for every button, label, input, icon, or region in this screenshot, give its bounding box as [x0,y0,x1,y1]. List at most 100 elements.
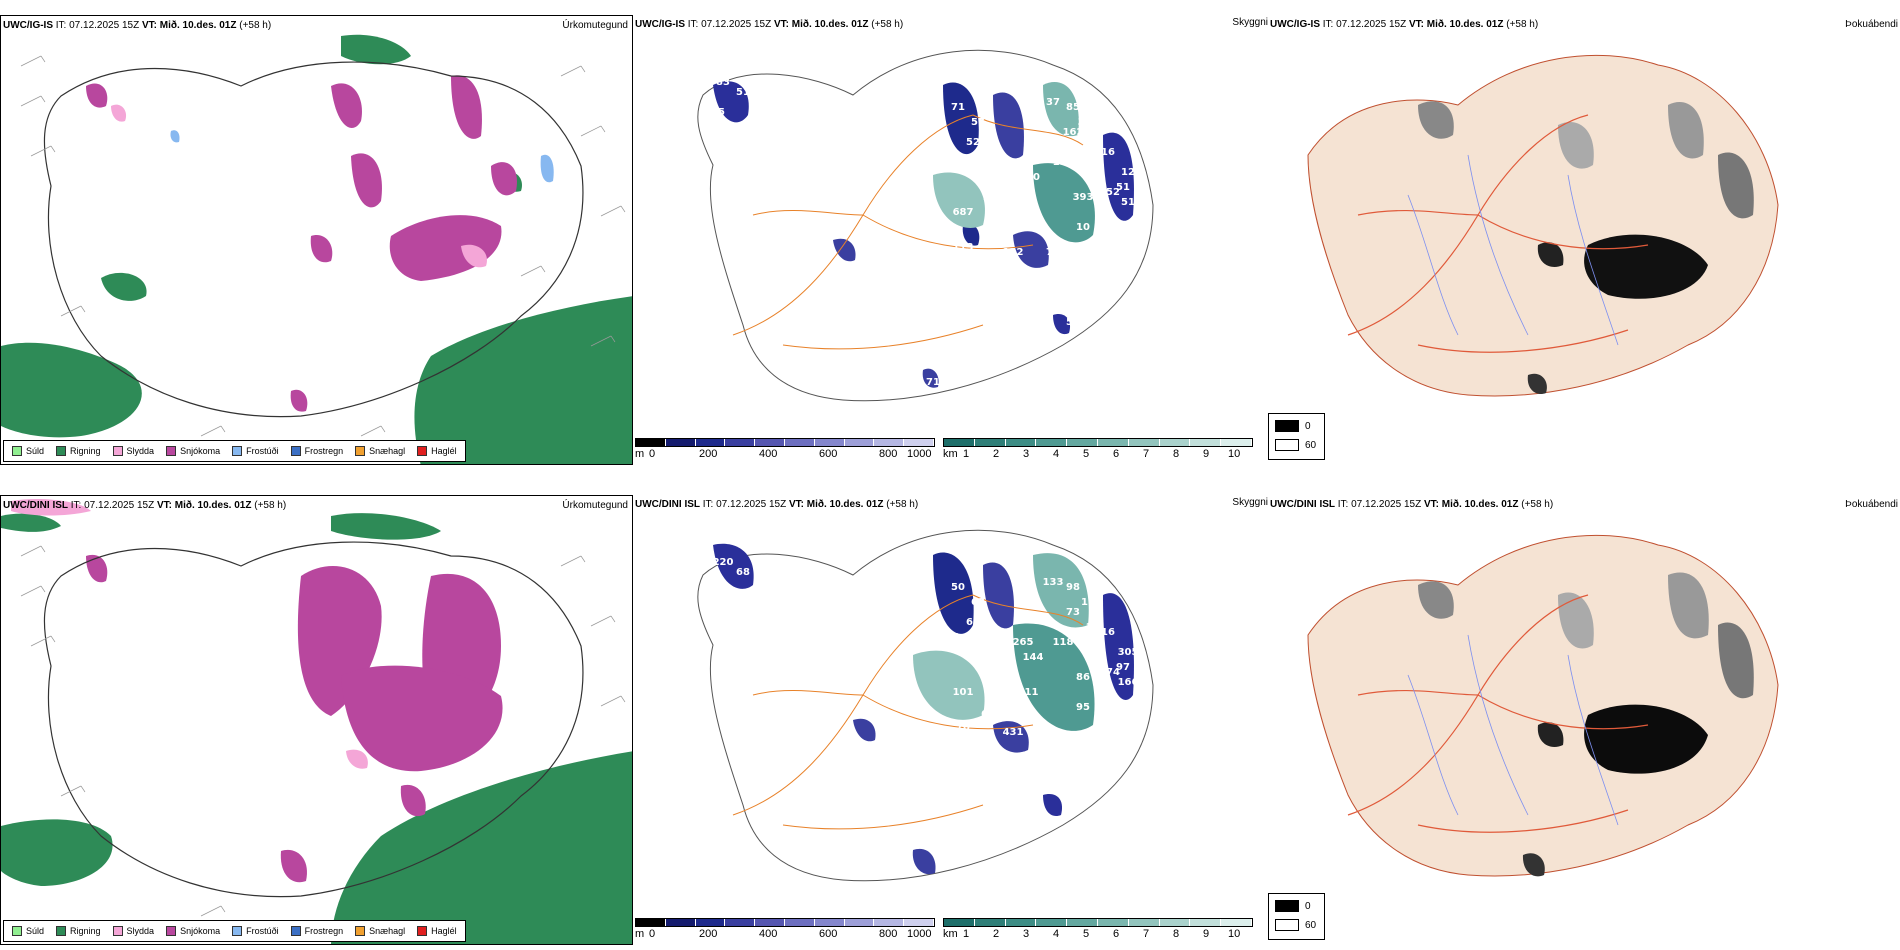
colorbar-cells [943,438,1253,447]
colorbar-tick: 10 [1228,448,1241,460]
legend-swatch [355,926,366,936]
snow-depth-colorbar: m 0 200 400 600 800 1000 [635,438,935,465]
colorbar-cell [725,919,756,926]
colorbar-cell [844,439,875,446]
snow-depth-label: 83 [716,77,730,88]
legend-swatch [232,926,243,936]
sleet-areas [11,499,368,769]
panel-type-label: Skyggni [1232,17,1268,28]
legend-item: Slydda [112,926,154,936]
colorbar-cell [755,919,785,926]
fog-legend-swatch [1275,420,1299,432]
snow-depth-label: 145 [983,192,1004,203]
legend-swatch [112,446,123,456]
precip-type-map [1,499,632,944]
snow-depth-label: 97 [1116,662,1130,673]
colorbar-tick: 800 [879,928,898,940]
legend-swatch [12,926,22,936]
snow-depth-label: 95 [1076,702,1090,713]
colorbar-tick: 400 [759,928,778,940]
colorbar-cell [1221,919,1252,926]
panel-type-label: Úrkomutegund [562,500,628,511]
colorbar-cell [1221,439,1252,446]
fog-index-legend: 0 60 [1268,413,1325,460]
snow-depth-label: 90 [946,632,960,643]
colorbar-cell [665,919,696,926]
snow-depth-label: 122 [1003,247,1024,258]
fog-shading [1418,572,1754,877]
snow-depth-label: 113 [953,242,974,253]
snow-depth-label: 10 [1076,222,1090,233]
legend-item: Snæhagl [355,926,405,936]
snow-depth-label: 118 [1053,637,1074,648]
fog-legend-swatch [1275,919,1299,931]
fog-index-map [1307,54,1779,397]
legend-item: Snæhagl [355,446,405,456]
snow-depth-label: 52 [1106,187,1120,198]
colorbar-tick: 3 [1023,448,1030,460]
colorbar-cell [1190,919,1222,926]
snow-depth-label: 323 [1078,117,1099,128]
legend-swatch [56,446,67,456]
colorbar-cells [635,438,935,447]
panel-title: UWC/IG-IS IT: 07.12.2025 15Z VT: Mið. 10… [635,19,904,30]
colorbar-tick: 2 [993,448,1000,460]
snow-depth-label: 101 [953,687,974,698]
legend-swatch [355,446,366,456]
road-network [732,594,1084,830]
snow-depth-label: 14 [886,362,900,373]
colorbar-cell [1128,439,1160,446]
snow-depth-label: 220 [713,557,734,568]
fog-legend-label: 60 [1305,920,1317,931]
snow-depth-label: 80 [981,229,995,240]
snow-depth-label: 75 [711,107,725,118]
snow-depth-label: 47 [761,597,775,608]
visibility-colorbar: km 1 2 3 4 5 6 7 8 9 10 [943,438,1253,465]
colorbar-cell [814,919,845,926]
colorbar-cell [874,919,905,926]
colorbar-cell [784,439,815,446]
colorbar-tick: 1000 [907,448,932,460]
snow-depth-label: 16 [1101,147,1115,158]
colorbar-cell [874,439,905,446]
panel-title: UWC/DINI ISL IT: 07.12.2025 15Z VT: Mið.… [635,499,919,510]
colorbar-unit: m [635,928,645,940]
snow-depth-label: 48 [1021,307,1035,318]
snow-depth-label: 65 [1056,272,1070,283]
snow-depth-label: 16 [1101,627,1115,638]
precip-type-map [1,34,632,464]
colorbar-tick: 0 [649,928,656,940]
legend-item: Snjókoma [166,446,220,456]
legend-item: Frostúði [232,926,279,936]
panel-title: UWC/DINI ISL IT: 07.12.2025 15Z VT: Mið.… [3,500,287,511]
snow-depth-label: 87 [986,672,1000,683]
colorbar-cell [904,919,934,926]
snow-depth-label: 77 [1046,772,1060,783]
iceland-outline [43,541,584,898]
colorbar-cells [635,918,935,927]
colorbar-cell [844,919,875,926]
fog-legend-swatch [1275,439,1299,451]
legend-swatch [166,446,177,456]
colorbar-cell [1159,919,1191,926]
snow-areas [86,75,517,412]
snow-depth-label: 105 [988,172,1009,183]
colorbar-tick: 4 [1053,928,1060,940]
colorbar-tick: 9 [1203,928,1210,940]
river-network [1407,154,1619,346]
snow-depth-label: 51 [1116,182,1130,193]
snow-depth-label: 68 [981,709,995,720]
snow-depth-label: 51 [1121,197,1135,208]
precip-type-legend: Súld Rigning Slydda Snjókoma Frostúði Fr… [3,920,466,942]
snow-depth-label: 50 [951,582,965,593]
panel-type-label: Skyggni [1232,497,1268,508]
snow-depth-label: 108 [758,117,779,128]
fog-road-network [1347,114,1649,353]
colorbar-cell [1097,919,1129,926]
fog-index-panel-bottom: UWC/DINI ISL IT: 07.12.2025 15Z VT: Mið.… [1268,495,1900,945]
legend-swatch [12,446,22,456]
colorbar-tick: 4 [1053,448,1060,460]
snow-depth-label: 74 [1106,667,1120,678]
legend-item: Frostregn [290,926,343,936]
